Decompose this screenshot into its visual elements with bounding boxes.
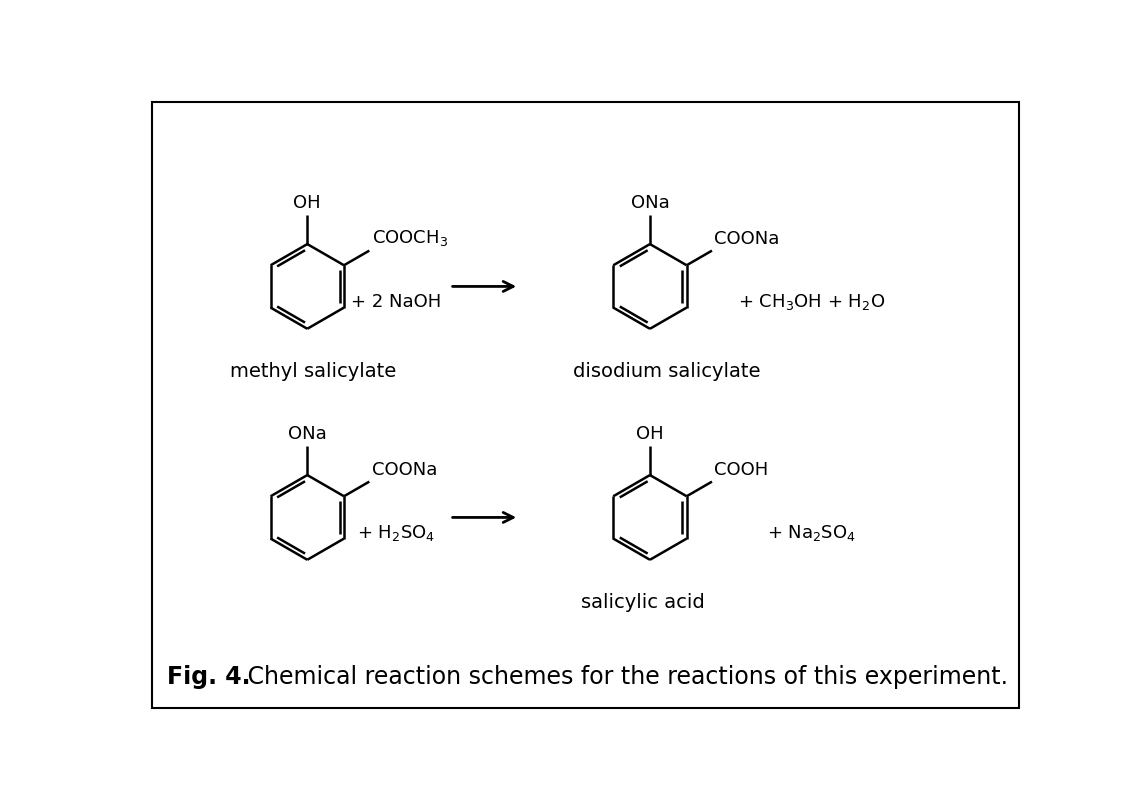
Text: + H$_2$SO$_4$: + H$_2$SO$_4$ <box>356 523 435 543</box>
Text: + CH$_3$OH + H$_2$O: + CH$_3$OH + H$_2$O <box>738 292 885 312</box>
Text: salicylic acid: salicylic acid <box>580 593 705 612</box>
Text: Chemical reaction schemes for the reactions of this experiment.: Chemical reaction schemes for the reacti… <box>240 665 1007 689</box>
Text: COOH: COOH <box>714 461 769 480</box>
Text: OH: OH <box>293 194 321 212</box>
Text: ONa: ONa <box>288 425 327 443</box>
Text: methyl salicylate: methyl salicylate <box>231 362 396 381</box>
Text: COONa: COONa <box>714 230 780 249</box>
Text: + 2 NaOH: + 2 NaOH <box>351 293 441 311</box>
Text: disodium salicylate: disodium salicylate <box>573 362 761 381</box>
Text: COONa: COONa <box>371 461 437 480</box>
Text: + Na$_2$SO$_4$: + Na$_2$SO$_4$ <box>767 523 856 543</box>
Text: OH: OH <box>636 425 664 443</box>
Text: ONa: ONa <box>630 194 669 212</box>
Text: Fig. 4.: Fig. 4. <box>167 665 250 689</box>
Text: COOCH$_3$: COOCH$_3$ <box>371 229 448 249</box>
